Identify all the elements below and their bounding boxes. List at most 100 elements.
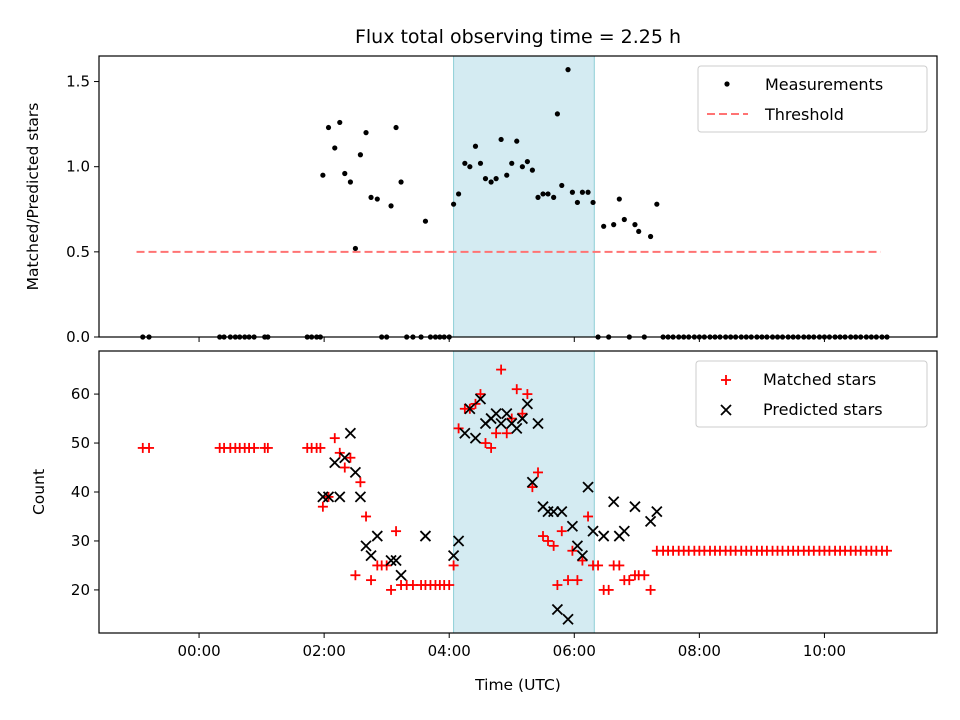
- predicted-star-marker: [608, 496, 620, 508]
- matched-star-marker: [639, 570, 650, 581]
- matched-star-marker: [480, 438, 491, 449]
- matched-star-marker: [448, 560, 459, 571]
- bottom-panel: 20 30 40 50 60 00:00 02:00 04:00 06:00 08:00 10:0…: [30, 350, 938, 694]
- bottom-legend-box: [695, 360, 928, 428]
- matched-star-marker: [645, 584, 656, 595]
- predicted-star-marker: [556, 505, 568, 518]
- y-tick-label: 50: [71, 434, 90, 452]
- measurement-point: [569, 189, 576, 195]
- matched-star-marker: [881, 545, 892, 556]
- measurement-point: [455, 191, 462, 197]
- predicted-star-marker: [322, 491, 335, 503]
- predicted-star-marker: [395, 569, 407, 581]
- measurement-point: [654, 201, 660, 207]
- measurement-point: [347, 179, 353, 185]
- predicted-star-marker: [490, 408, 502, 420]
- measurement-point: [636, 228, 642, 235]
- x-tick-label: 00:00: [177, 642, 220, 660]
- measurement-point: [393, 124, 399, 131]
- top-legend-box: [697, 65, 928, 133]
- matched-star-marker: [538, 531, 549, 542]
- x-axis-label: Time (UTC): [474, 676, 561, 694]
- top-y-ticks: 0.0 0.5 1.0 1.5: [66, 73, 99, 346]
- predicted-star-marker: [354, 491, 367, 503]
- matched-star-marker: [345, 452, 356, 463]
- legend-predicted-marker: [720, 404, 732, 416]
- measurement-point: [535, 194, 541, 200]
- matched-star-marker: [563, 575, 574, 586]
- measurement-point: [519, 164, 525, 170]
- measurement-point: [357, 152, 364, 158]
- top-panel: Flux total observing time = 2.25 h 0.00.…: [24, 26, 938, 346]
- y-tick-label: 40: [71, 483, 90, 501]
- predicted-star-marker: [511, 422, 523, 434]
- x-tick-label: 08:00: [678, 642, 721, 660]
- measurement-point: [450, 201, 457, 207]
- measurement-point: [332, 145, 338, 151]
- measurement-point: [477, 160, 484, 166]
- measurement-point: [621, 216, 627, 223]
- predicted-star-marker: [339, 452, 351, 464]
- matched-star-marker: [517, 408, 528, 419]
- predicted-star-marker: [548, 505, 560, 518]
- predicted-star-marker: [651, 505, 663, 518]
- matched-star-marker: [144, 442, 155, 453]
- predicted-stars-points: [317, 393, 663, 625]
- measurement-point: [590, 199, 596, 206]
- matched-star-marker: [501, 428, 512, 439]
- measurement-point: [585, 189, 591, 195]
- matched-star-marker: [624, 575, 635, 586]
- matched-star-marker: [491, 428, 502, 439]
- matched-star-marker: [361, 511, 372, 522]
- predicted-star-marker: [526, 476, 539, 488]
- predicted-star-marker: [532, 417, 544, 430]
- matched-star-marker: [556, 526, 567, 537]
- predicted-star-marker: [360, 540, 372, 552]
- x-tick-label: 02:00: [303, 642, 346, 660]
- predicted-star-marker: [464, 403, 476, 415]
- measurement-point: [422, 218, 429, 224]
- predicted-star-marker: [385, 554, 397, 567]
- matched-star-marker: [339, 462, 350, 473]
- measurement-point: [574, 199, 581, 206]
- legend-matched-label: Matched stars: [763, 370, 876, 389]
- matched-star-marker: [444, 580, 455, 591]
- measurement-point: [579, 189, 586, 195]
- legend-predicted-label: Predicted stars: [763, 400, 883, 419]
- predicted-star-marker: [501, 408, 513, 420]
- matched-star-marker: [583, 511, 594, 522]
- measurement-point: [337, 119, 343, 126]
- matched-star-marker: [386, 584, 397, 595]
- measurement-points: [140, 67, 890, 340]
- predicted-star-marker: [495, 417, 507, 430]
- observing-window-top: [453, 55, 595, 338]
- predicted-star-marker: [474, 393, 487, 405]
- observing-window-bottom: [453, 350, 595, 634]
- measurement-point: [540, 191, 546, 197]
- predicted-star-marker: [587, 525, 599, 537]
- measurement-point: [342, 170, 348, 177]
- measurement-point: [352, 245, 359, 252]
- bottom-legend: Matched stars Predicted stars: [695, 360, 928, 428]
- measurement-point: [529, 167, 535, 173]
- top-axes-frame: [98, 55, 938, 338]
- matched-star-marker: [486, 442, 497, 453]
- matched-star-marker: [262, 442, 273, 453]
- matched-star-marker: [614, 560, 625, 571]
- predicted-star-marker: [447, 550, 460, 562]
- predicted-star-marker: [598, 530, 610, 542]
- top-legend: Measurements Threshold: [697, 65, 928, 133]
- legend-matched-marker: [721, 375, 731, 385]
- measurement-point: [374, 196, 380, 202]
- predicted-star-marker: [334, 491, 346, 503]
- measurement-point: [514, 138, 520, 144]
- predicted-star-marker: [618, 525, 630, 537]
- y-tick-label: 0.5: [66, 243, 90, 261]
- y-tick-label: 60: [71, 385, 90, 403]
- measurement-point: [524, 158, 530, 165]
- measurement-point: [498, 136, 504, 143]
- measurement-point: [554, 111, 560, 117]
- predicted-star-marker: [459, 427, 471, 439]
- y-tick-label: 0.0: [66, 328, 90, 346]
